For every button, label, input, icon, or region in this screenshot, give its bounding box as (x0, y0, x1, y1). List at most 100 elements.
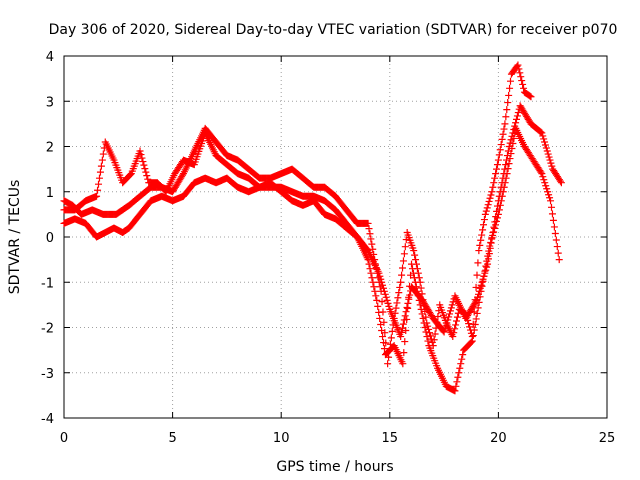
data-point (467, 338, 475, 346)
data-point (506, 84, 514, 92)
data-point (397, 278, 405, 286)
data-point (490, 223, 498, 231)
data-point (482, 207, 490, 215)
data-point (411, 278, 419, 286)
y-axis-label: SDTVAR / TECUs (7, 180, 23, 295)
data-point (544, 188, 552, 196)
data-point (547, 197, 555, 205)
data-point (502, 113, 510, 121)
data-point (553, 243, 561, 251)
data-point (372, 292, 380, 300)
data-point (548, 162, 556, 170)
data-point (493, 161, 501, 169)
data-point (511, 122, 519, 130)
data-point (496, 188, 504, 196)
y-tick-label: 1 (46, 186, 54, 201)
data-point (478, 278, 486, 286)
data-point (515, 65, 523, 73)
data-point (394, 294, 402, 302)
data-point (516, 69, 524, 77)
data-point (526, 92, 534, 100)
data-point (496, 146, 504, 154)
y-tick-label: 0 (46, 231, 54, 246)
x-tick-label: 20 (490, 431, 507, 446)
data-point (492, 213, 500, 221)
data-point (442, 322, 450, 330)
data-point (540, 135, 548, 143)
y-tick-label: -3 (41, 367, 54, 382)
data-point (487, 239, 495, 247)
data-point (507, 136, 515, 144)
data-point (493, 165, 501, 173)
data-point (543, 185, 551, 193)
y-tick-label: -2 (41, 322, 54, 337)
data-point (498, 135, 506, 143)
data-point (456, 364, 464, 372)
data-point (420, 319, 428, 327)
data-point (557, 179, 565, 187)
data-point (489, 183, 497, 191)
data-point (379, 333, 387, 341)
data-point (554, 249, 562, 257)
data-point (412, 256, 420, 264)
data-point (492, 170, 500, 178)
data-point (94, 186, 102, 194)
y-tick-label: -1 (41, 276, 54, 291)
data-point (550, 223, 558, 231)
data-point (485, 197, 493, 205)
data-point (520, 84, 528, 92)
data-point (539, 173, 547, 181)
data-point (505, 91, 513, 99)
data-point (500, 125, 508, 133)
data-point (470, 326, 478, 334)
data-point (502, 161, 510, 169)
data-point (537, 168, 545, 176)
data-point (471, 320, 479, 328)
data-point (473, 309, 481, 317)
data-point (491, 224, 499, 232)
data-point (383, 296, 391, 304)
data-point (411, 251, 419, 259)
y-tick-label: -4 (41, 412, 54, 427)
data-point (478, 231, 486, 239)
y-tick-label: 3 (46, 95, 54, 110)
data-point (503, 106, 511, 114)
data-point (453, 378, 461, 386)
data-point (399, 360, 407, 368)
data-point (445, 313, 453, 321)
data-point (469, 332, 477, 340)
data-point (396, 283, 404, 291)
data-point (468, 337, 476, 345)
data-point (486, 244, 494, 252)
series-track-c (60, 102, 565, 341)
data-point (474, 304, 482, 312)
data-point (503, 156, 511, 164)
data-point (454, 373, 462, 381)
data-point (378, 298, 386, 306)
data-point (399, 320, 407, 328)
data-point (505, 160, 513, 168)
data-point (480, 221, 488, 229)
x-tick-label: 5 (168, 431, 176, 446)
data-point (544, 150, 552, 158)
data-point (484, 260, 492, 268)
data-point (410, 247, 418, 255)
data-point (393, 299, 401, 307)
data-point (364, 219, 372, 227)
data-point (142, 168, 150, 176)
data-point (398, 324, 406, 332)
data-point (481, 269, 489, 277)
data-point (507, 77, 515, 85)
data-point (441, 325, 449, 333)
data-point (140, 161, 148, 169)
data-point (537, 128, 545, 136)
data-point (377, 320, 385, 328)
data-point (404, 299, 412, 307)
data-point (513, 112, 521, 120)
data-point (474, 293, 482, 301)
data-point (366, 265, 374, 273)
data-point (443, 319, 451, 327)
data-point (555, 256, 563, 264)
data-point (374, 302, 382, 310)
data-point (475, 287, 483, 295)
